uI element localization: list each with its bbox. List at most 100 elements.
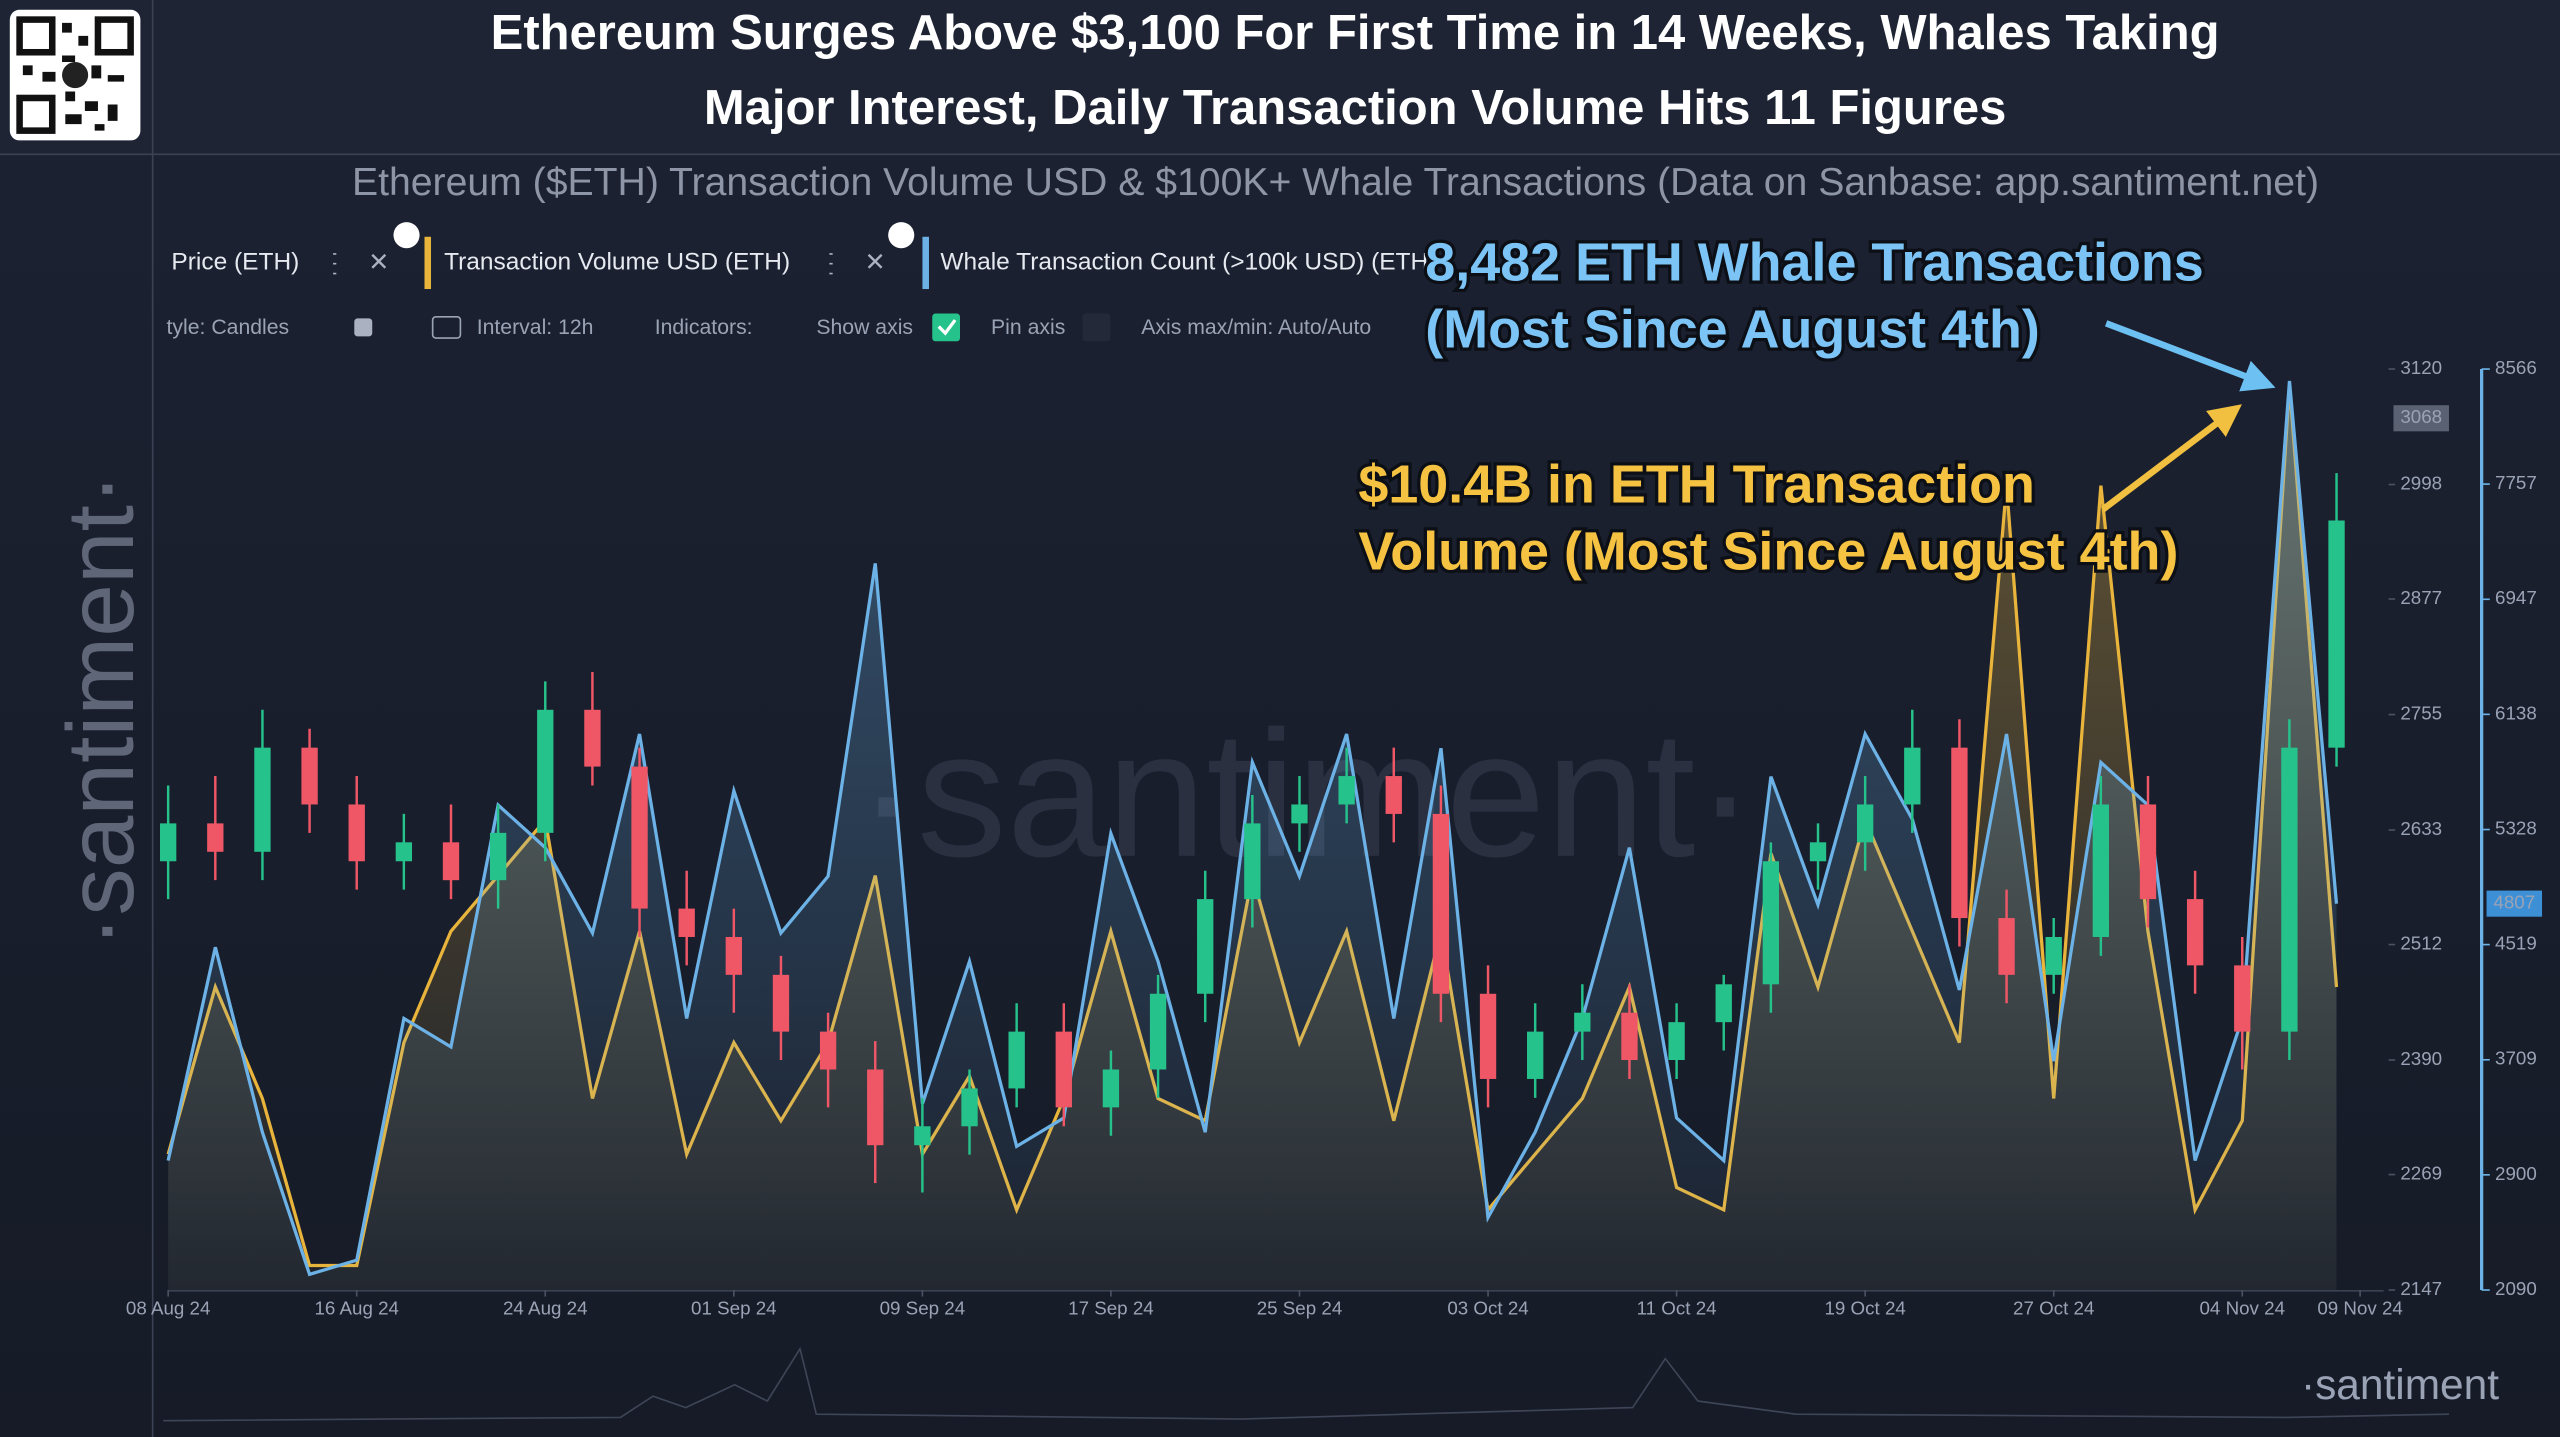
candle-body bbox=[1338, 776, 1355, 805]
tab-label[interactable]: Transaction Volume USD (ETH) bbox=[444, 248, 790, 275]
candle-body bbox=[2045, 936, 2062, 975]
volume-annotation: $10.4B in ETH Transaction bbox=[1358, 454, 2035, 514]
x-tick-label: 04 Nov 24 bbox=[2199, 1298, 2285, 1319]
subtitle: Ethereum ($ETH) Transaction Volume USD &… bbox=[352, 161, 2319, 204]
qr-modules bbox=[22, 22, 125, 131]
x-tick-label: 16 Aug 24 bbox=[314, 1298, 399, 1319]
candle-body bbox=[348, 804, 365, 862]
candle-body bbox=[254, 747, 271, 852]
price-tag-box bbox=[2393, 405, 2449, 432]
candle-body bbox=[1668, 1022, 1685, 1061]
y2-tick-label: 5328 bbox=[2495, 817, 2537, 838]
y-tick-label: 2755 bbox=[2400, 702, 2442, 723]
x-tick-label: 25 Sep 24 bbox=[1257, 1298, 1343, 1319]
y2-tick-label: 6138 bbox=[2495, 702, 2537, 723]
whale-tag-box bbox=[2486, 890, 2543, 917]
candle-body bbox=[961, 1088, 978, 1127]
x-tick-label: 11 Oct 24 bbox=[1637, 1298, 1717, 1319]
candle-body bbox=[1998, 918, 2015, 975]
tab-close[interactable] bbox=[371, 253, 883, 269]
qr-finder bbox=[16, 94, 56, 134]
volume-annotation: Volume (Most Since August 4th) bbox=[1358, 521, 2178, 581]
candle-body bbox=[2139, 804, 2157, 900]
header-band bbox=[0, 0, 2560, 154]
y2-tick-label: 4519 bbox=[2495, 933, 2537, 954]
y2-tick-label: 2090 bbox=[2495, 1278, 2537, 1299]
y-tick-label: 2633 bbox=[2400, 818, 2442, 839]
tab-label[interactable]: Price (ETH) bbox=[171, 248, 299, 275]
color-swatch[interactable] bbox=[354, 318, 373, 337]
candle-body bbox=[1244, 823, 1261, 900]
candle-body bbox=[537, 709, 554, 833]
logo: ·santiment bbox=[2301, 1361, 2499, 1408]
candle-body bbox=[1432, 813, 1450, 994]
qr-code bbox=[9, 9, 141, 141]
x-tick-label: 17 Sep 24 bbox=[1068, 1298, 1154, 1319]
candle-body bbox=[207, 823, 224, 852]
x-tick-label: 24 Aug 24 bbox=[503, 1298, 588, 1319]
plot: 2147 2269 2390 2512 2633 2755 2877 2998 3120 2090… bbox=[126, 357, 2543, 1319]
candle-body bbox=[1479, 993, 1497, 1079]
candle-body bbox=[1574, 1012, 1591, 1032]
y-tick-label: 2147 bbox=[2400, 1278, 2442, 1299]
pin-axis-label: Pin axis bbox=[991, 316, 1065, 339]
indicators-select[interactable]: Indicators: bbox=[655, 316, 753, 339]
candle-body bbox=[725, 936, 742, 975]
x-tick-label: 01 Sep 24 bbox=[691, 1298, 777, 1319]
tab-menu[interactable] bbox=[333, 253, 833, 275]
y2-tick-label: 7757 bbox=[2495, 472, 2537, 493]
candle-body bbox=[2092, 804, 2110, 937]
y-tick-label: 2390 bbox=[2400, 1048, 2442, 1069]
show-axis-checkbox[interactable] bbox=[932, 313, 960, 342]
candle-body bbox=[1809, 842, 1827, 862]
candle-body bbox=[1904, 747, 1921, 805]
interval-icon bbox=[431, 315, 462, 339]
pin-axis-checkbox[interactable] bbox=[1082, 313, 1111, 342]
whale-annotation: (Most Since August 4th) bbox=[1425, 299, 2040, 359]
y-tick-label: 2512 bbox=[2400, 932, 2442, 953]
candle-body bbox=[631, 766, 648, 909]
candle-body bbox=[1621, 1012, 1638, 1061]
candle-body bbox=[489, 832, 507, 881]
style-select[interactable]: tyle: Candles bbox=[167, 316, 290, 339]
candle-body bbox=[678, 908, 695, 937]
side-watermark: ·santiment· bbox=[48, 474, 154, 948]
x-tick-label: 03 Oct 24 bbox=[1447, 1298, 1528, 1319]
candle-body bbox=[1951, 747, 1968, 919]
axis-range-select[interactable]: Axis max/min: Auto/Auto bbox=[1141, 316, 1371, 339]
y2-tick-label: 8566 bbox=[2495, 357, 2537, 378]
candle-body bbox=[1527, 1031, 1544, 1079]
candle-body bbox=[2328, 520, 2345, 748]
price-tag: 3068 bbox=[2400, 406, 2442, 427]
qr-finder bbox=[94, 16, 134, 56]
y2-tick-label: 2900 bbox=[2495, 1163, 2537, 1184]
series-tabs: Price (ETH) Transaction Volume USD (ETH)… bbox=[171, 222, 1436, 290]
y2-tick-label: 6947 bbox=[2495, 587, 2537, 608]
candle-body bbox=[772, 974, 790, 1032]
candle-body bbox=[1385, 776, 1402, 814]
title-line: Ethereum Surges Above $3,100 For First T… bbox=[491, 6, 2220, 60]
candle-body bbox=[442, 842, 460, 881]
tab-label[interactable]: Whale Transaction Count (>100k USD) (ETH… bbox=[940, 248, 1436, 275]
candle-body bbox=[1008, 1031, 1025, 1089]
qr-logo bbox=[62, 62, 89, 89]
candle-body bbox=[2186, 899, 2204, 966]
candle-body bbox=[1715, 984, 1732, 1023]
x-tick-label: 27 Oct 24 bbox=[2013, 1298, 2094, 1319]
y-tick-label: 3120 bbox=[2400, 357, 2442, 378]
candle-body bbox=[1291, 804, 1308, 824]
candle-body bbox=[1102, 1069, 1120, 1108]
interval-select[interactable]: Interval: 12h bbox=[477, 316, 594, 339]
eth-icon bbox=[888, 222, 915, 249]
candle-body bbox=[914, 1126, 931, 1146]
candle-body bbox=[867, 1069, 884, 1146]
tab-accent bbox=[922, 236, 929, 290]
y-tick-label: 2998 bbox=[2400, 472, 2442, 493]
y-tick-label: 2877 bbox=[2400, 587, 2442, 608]
navigator bbox=[163, 1346, 2449, 1422]
candle-body bbox=[1055, 1031, 1072, 1108]
qr-finder bbox=[16, 16, 56, 56]
candle-body bbox=[1762, 861, 1780, 985]
